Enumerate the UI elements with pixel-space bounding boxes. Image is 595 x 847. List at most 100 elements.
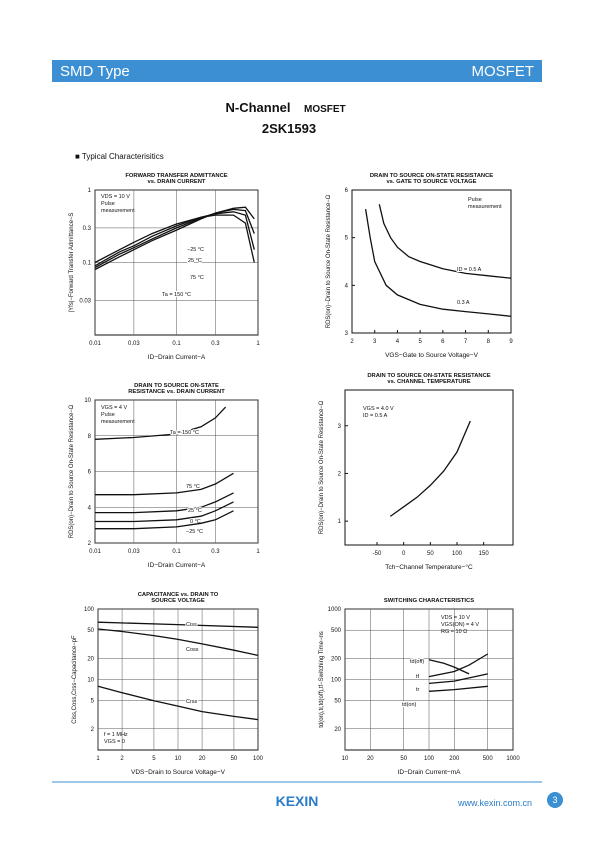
annotation: RG = 10 Ω — [441, 629, 467, 635]
y-axis-label: |Yfs|−Forward Transfer Admittance−S — [69, 213, 75, 313]
series-line — [97, 621, 259, 628]
series-label: td(off) — [410, 659, 424, 665]
series-line — [378, 204, 512, 279]
chart-title: SOURCE VOLTAGE — [151, 598, 205, 604]
annotation: VDS = 10 V — [441, 615, 470, 621]
x-axis-label: ID−Drain Current−A — [148, 354, 206, 361]
y-tick-label: 100 — [84, 607, 95, 613]
y-tick-label: 20 — [87, 656, 94, 662]
x-tick-label: 9 — [509, 339, 513, 345]
y-tick-label: 1000 — [328, 607, 342, 613]
y-tick-label: 4 — [345, 283, 349, 289]
y-tick-label: 2 — [88, 541, 92, 547]
series-line — [428, 659, 470, 675]
series-label: Ciss — [186, 622, 197, 628]
chart-title: vs. DRAIN CURRENT — [148, 179, 206, 185]
title-suffix: MOSFET — [304, 104, 346, 115]
series-label: 0.3 A — [457, 300, 470, 306]
x-tick-label: 200 — [449, 756, 460, 762]
annotation: VGS = 0 — [104, 739, 125, 745]
x-tick-label: -50 — [373, 551, 382, 557]
series-line — [94, 406, 227, 440]
x-tick-label: 1000 — [506, 756, 520, 762]
series-line — [428, 653, 489, 678]
series-label: tr — [416, 687, 420, 693]
y-tick-label: 10 — [87, 678, 94, 684]
series-line — [94, 214, 255, 264]
x-tick-label: 20 — [367, 756, 374, 762]
title: N-Channel — [226, 100, 291, 115]
series-label: −25 °C — [186, 529, 203, 535]
annotation: measurement — [101, 208, 135, 214]
series-label: 0 °C — [190, 519, 201, 525]
series-label: Coss — [186, 647, 199, 653]
x-tick-label: 0.01 — [89, 341, 101, 347]
annotation: f = 1 MHz — [104, 732, 128, 738]
y-tick-label: 1 — [338, 519, 342, 525]
part-number: 2SK1593 — [262, 121, 316, 136]
x-axis-label: ID−Drain Current−A — [148, 562, 206, 569]
annotation: VDS = 10 V — [101, 194, 130, 200]
y-tick-label: 200 — [331, 656, 342, 662]
series-line — [95, 472, 234, 496]
series-line — [95, 501, 234, 523]
footer-logo: KEXIN — [276, 793, 319, 809]
series-label: tf — [416, 674, 420, 680]
x-tick-label: 20 — [199, 756, 206, 762]
series-label: 75 °C — [186, 484, 200, 490]
y-axis-label: Ciss,Coss,Crss−Capacitance−pF — [72, 635, 78, 724]
footer-url: www.kexin.com.cn — [457, 798, 532, 808]
x-tick-label: 0.1 — [172, 549, 181, 555]
x-tick-label: 100 — [424, 756, 435, 762]
series-label: 75 °C — [190, 275, 204, 281]
x-tick-label: 0 — [402, 551, 406, 557]
series-label: −25 °C — [187, 247, 204, 253]
series-label: Crss — [186, 699, 198, 705]
annotation: VGS = 4 V — [101, 405, 127, 411]
x-tick-label: 1 — [96, 756, 100, 762]
x-axis-label: VDS−Drain to Source Voltage−V — [131, 769, 226, 776]
series-line — [97, 685, 259, 721]
x-axis-label: ID−Drain Current−mA — [398, 769, 462, 776]
chart-title: DRAIN TO SOURCE ON-STATE RESISTANCE — [367, 373, 490, 379]
annotation: measurement — [468, 204, 502, 210]
y-tick-label: 3 — [338, 424, 342, 430]
series-line — [364, 208, 512, 317]
x-tick-label: 50 — [400, 756, 407, 762]
series-line — [97, 628, 259, 657]
x-tick-label: 10 — [175, 756, 182, 762]
y-tick-label: 6 — [345, 188, 349, 194]
y-tick-label: 50 — [87, 628, 94, 634]
x-tick-label: 150 — [479, 551, 490, 557]
y-tick-label: 6 — [88, 470, 92, 476]
series-line — [94, 206, 255, 271]
series-line — [95, 510, 234, 530]
x-axis-label: VGS−Gate to Source Voltage−V — [385, 352, 479, 359]
series-label: Ta = 150 °C — [170, 430, 199, 436]
x-tick-label: 4 — [396, 339, 400, 345]
y-axis-label: RDS(on)−Drain to Source On-State Resista… — [69, 404, 75, 538]
series-label: 25 °C — [188, 258, 202, 264]
y-tick-label: 500 — [331, 628, 342, 634]
y-tick-label: 1 — [88, 188, 92, 194]
series-label: td(on) — [402, 702, 417, 708]
plot-frame — [351, 189, 512, 334]
y-axis-label: RDS(on)−Drain to Source On-State Resista… — [319, 400, 325, 534]
x-tick-label: 3 — [373, 339, 377, 345]
x-tick-label: 7 — [464, 339, 468, 345]
section-title: ■ Typical Characterisitics — [75, 152, 164, 161]
chart-title: vs. GATE TO SOURCE VOLTAGE — [386, 179, 476, 185]
annotation: ID = 0.5 A — [363, 413, 388, 419]
x-tick-label: 2 — [120, 756, 124, 762]
header-left: SMD Type — [60, 63, 130, 80]
series-line — [389, 420, 471, 517]
page-badge — [547, 792, 563, 808]
annotation: measurement — [101, 419, 135, 425]
annotation: VGS = 4.0 V — [363, 406, 394, 412]
x-tick-label: 5 — [152, 756, 156, 762]
series-line — [95, 492, 234, 514]
x-tick-label: 100 — [253, 756, 264, 762]
series-line — [428, 673, 488, 685]
x-tick-label: 50 — [427, 551, 434, 557]
